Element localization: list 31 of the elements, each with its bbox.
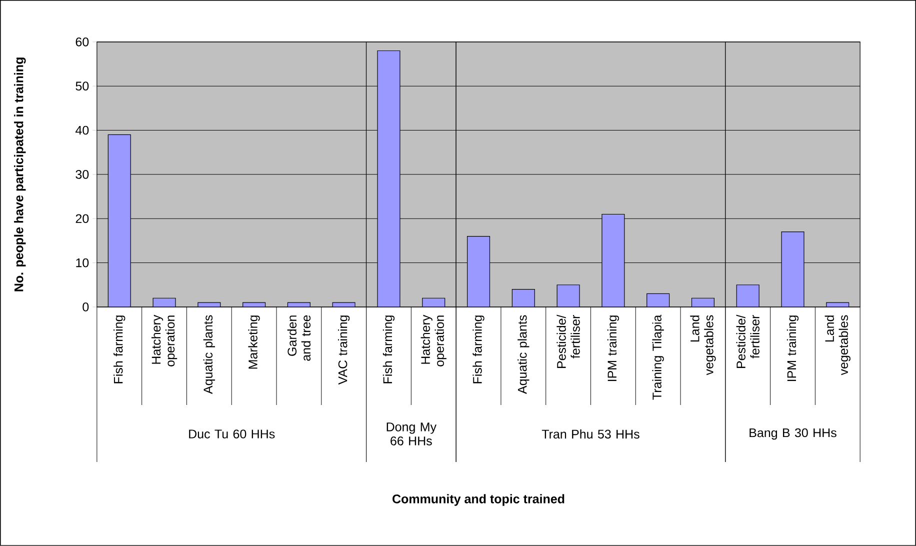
x-tick-label: Garden and tree bbox=[287, 315, 311, 361]
x-axis-title: Tran Phu 53 HHs bbox=[542, 429, 640, 439]
x-tick-label: IPM training bbox=[786, 316, 799, 382]
x-tick-label: IPM training bbox=[607, 316, 620, 382]
x-tick-label: Land vegetables bbox=[824, 315, 850, 376]
x-tick-label: Training Tilapia bbox=[652, 314, 664, 400]
bar bbox=[108, 134, 131, 308]
x-tick-label: Pesticide/ fertiliser bbox=[556, 314, 580, 368]
text: Community and topic trained bbox=[392, 494, 564, 506]
y-tick-label: 30 bbox=[76, 170, 89, 179]
x-tick-label: Pesticide/ fertiliser bbox=[736, 314, 760, 368]
x-axis-title: Duc Tu 60 HHs bbox=[189, 430, 275, 438]
y-tick-label: 60 bbox=[76, 38, 89, 46]
y-tick-label: 50 bbox=[76, 82, 89, 91]
x-tick-label: Marketing bbox=[248, 316, 260, 369]
y-tick-label: 20 bbox=[76, 214, 89, 224]
x-tick-label: Land vegetables bbox=[690, 315, 716, 376]
x-tick-label: Fish farming bbox=[382, 316, 395, 384]
x-axis-title: Bang B 30 HHs bbox=[750, 428, 836, 440]
x-tick-label: VAC training bbox=[338, 316, 350, 385]
y-tick-label: 0 bbox=[82, 302, 89, 312]
x-tick-label: Fish farming bbox=[472, 316, 484, 384]
x-tick-label: Hatchery operation bbox=[420, 314, 446, 366]
x-axis-title: Dong My 66 HHs bbox=[386, 422, 436, 446]
y-axis-title: No. people have participated in training bbox=[14, 58, 26, 292]
y-tick-label: 10 bbox=[76, 258, 89, 268]
x-tick-label: Aquatic plants bbox=[518, 315, 530, 394]
x-tick-label: Hatchery operation bbox=[151, 314, 178, 366]
x-tick-label: Fish farming bbox=[114, 316, 126, 384]
y-tick-label: 40 bbox=[76, 126, 89, 135]
x-tick-label: Aquatic plants bbox=[203, 315, 215, 394]
